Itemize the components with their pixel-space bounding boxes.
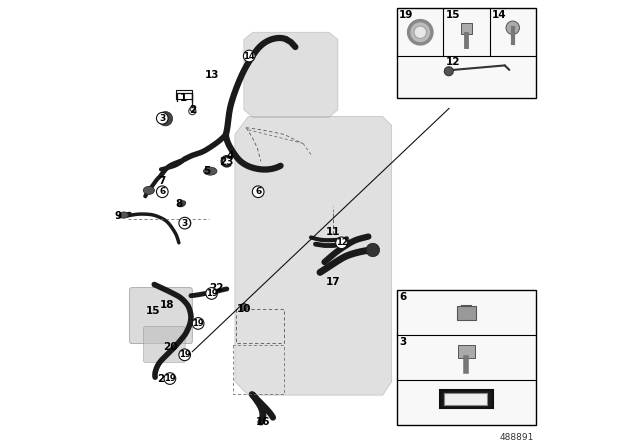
Text: 19: 19 — [206, 289, 218, 298]
Bar — [397, 290, 536, 425]
Text: 18: 18 — [159, 300, 174, 310]
Text: 3: 3 — [159, 114, 165, 123]
Text: 15: 15 — [146, 306, 161, 316]
Bar — [458, 345, 475, 358]
Text: 1: 1 — [180, 93, 187, 103]
Circle shape — [179, 349, 191, 361]
Text: 6: 6 — [159, 187, 165, 196]
Text: 6: 6 — [400, 292, 407, 302]
Text: 13: 13 — [204, 70, 219, 80]
Text: 7: 7 — [159, 176, 166, 186]
Text: 21: 21 — [157, 374, 172, 383]
Bar — [397, 8, 536, 98]
Text: 15: 15 — [445, 10, 460, 20]
Circle shape — [444, 67, 453, 76]
Circle shape — [157, 112, 168, 124]
Text: 14: 14 — [492, 10, 506, 20]
Text: 3: 3 — [182, 219, 188, 228]
Text: 10: 10 — [237, 304, 251, 314]
Circle shape — [408, 21, 432, 44]
Text: 23: 23 — [219, 157, 233, 167]
Text: 19: 19 — [193, 319, 204, 328]
Circle shape — [243, 50, 255, 62]
FancyBboxPatch shape — [143, 327, 185, 362]
Text: 9: 9 — [115, 211, 122, 221]
Text: 11: 11 — [326, 227, 340, 237]
Circle shape — [180, 218, 191, 228]
Ellipse shape — [179, 201, 186, 207]
Text: 22: 22 — [209, 283, 223, 293]
Circle shape — [240, 303, 248, 310]
Ellipse shape — [143, 186, 154, 194]
Text: 19: 19 — [164, 374, 176, 383]
Bar — [444, 393, 486, 405]
Text: 488891: 488891 — [499, 433, 534, 442]
Text: 3: 3 — [400, 337, 407, 347]
Circle shape — [158, 112, 173, 126]
Text: 19: 19 — [179, 350, 191, 359]
Text: 16: 16 — [255, 417, 270, 427]
FancyBboxPatch shape — [130, 288, 193, 344]
Circle shape — [336, 237, 348, 249]
Text: 12: 12 — [335, 238, 348, 247]
Circle shape — [179, 217, 191, 229]
Ellipse shape — [119, 212, 128, 218]
Text: 19: 19 — [399, 10, 413, 20]
Circle shape — [206, 288, 218, 299]
Text: 4: 4 — [227, 151, 234, 161]
Text: 17: 17 — [326, 277, 340, 287]
Text: 5: 5 — [204, 166, 211, 176]
Text: 2: 2 — [189, 105, 196, 115]
Text: 14: 14 — [243, 52, 255, 60]
Ellipse shape — [204, 167, 217, 175]
Polygon shape — [244, 32, 338, 117]
Circle shape — [192, 318, 204, 329]
Circle shape — [164, 373, 176, 384]
Circle shape — [252, 186, 264, 198]
Bar — [440, 390, 493, 408]
Bar — [255, 189, 263, 194]
Bar — [457, 306, 476, 320]
Circle shape — [157, 186, 168, 198]
Circle shape — [414, 26, 426, 39]
Text: 8: 8 — [175, 199, 182, 209]
Text: 20: 20 — [163, 342, 177, 352]
Circle shape — [366, 243, 380, 257]
Bar — [461, 23, 472, 34]
Text: 12: 12 — [445, 57, 460, 67]
Polygon shape — [235, 116, 392, 395]
Text: 6: 6 — [255, 187, 261, 196]
Circle shape — [506, 21, 520, 34]
